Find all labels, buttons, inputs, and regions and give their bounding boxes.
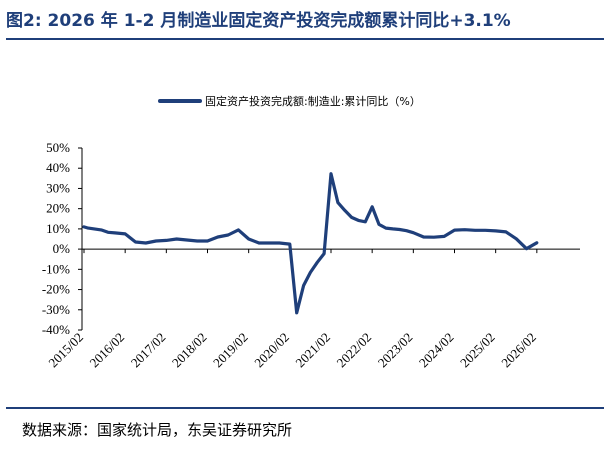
legend: 固定资产投资完成额:制造业:累计同比（%） xyxy=(158,94,421,108)
title-divider xyxy=(6,38,604,40)
y-axis: -40% -30% -20% -10% 0% 10% 20% 30% 40% 50% xyxy=(42,140,83,337)
y-tick-label: 40% xyxy=(46,160,70,175)
x-tick-label: 2019/02 xyxy=(210,330,251,371)
series-layer xyxy=(82,172,539,315)
x-tick-label: 2016/02 xyxy=(87,330,128,371)
y-tick-label: -30% xyxy=(42,302,70,317)
y-tick-label: -10% xyxy=(42,261,70,276)
y-tick-label: 20% xyxy=(46,201,70,216)
y-tick-label: -20% xyxy=(42,282,70,297)
x-tick-label: 2017/02 xyxy=(128,330,169,371)
y-tick-label: -40% xyxy=(42,322,70,337)
y-tick-label: 30% xyxy=(46,180,70,195)
source-divider xyxy=(6,407,604,409)
x-tick-label: 2021/02 xyxy=(292,330,333,371)
series-line xyxy=(82,172,539,315)
x-tick-label: 2024/02 xyxy=(416,330,457,371)
y-tick-label: 0% xyxy=(53,241,71,256)
x-tick-label: 2022/02 xyxy=(334,330,375,371)
source-note: 数据来源：国家统计局，东吴证券研究所 xyxy=(22,421,293,439)
x-tick-label: 2023/02 xyxy=(375,330,416,371)
y-tick-label: 10% xyxy=(46,221,70,236)
y-tick-label: 50% xyxy=(46,140,70,155)
x-tick-label: 2026/02 xyxy=(498,330,539,371)
x-tick-label: 2020/02 xyxy=(251,330,292,371)
x-tick-label: 2018/02 xyxy=(169,330,210,371)
figure-title: 图2: 2026 年 1-2 月制造业固定资产投资完成额累计同比+3.1% xyxy=(6,11,511,31)
x-tick-label: 2025/02 xyxy=(457,330,498,371)
legend-label: 固定资产投资完成额:制造业:累计同比（%） xyxy=(205,94,421,108)
